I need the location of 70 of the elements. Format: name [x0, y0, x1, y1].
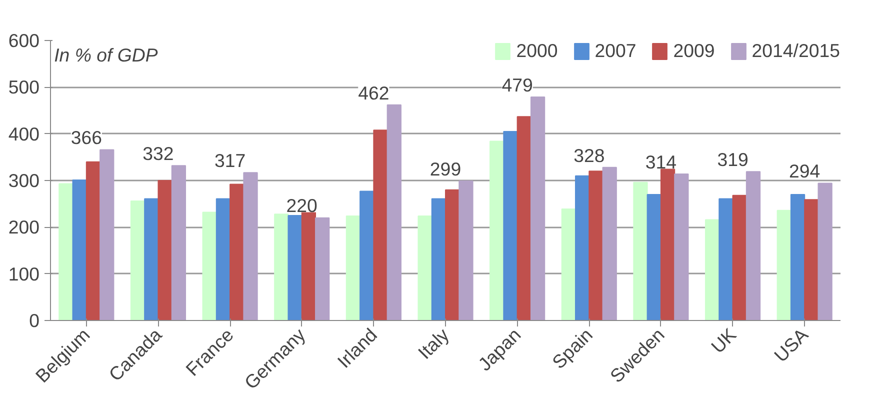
bar	[315, 217, 330, 320]
bar	[158, 180, 172, 320]
data-label: 366	[70, 127, 102, 148]
y-tick-label: 500	[8, 76, 40, 98]
bar	[633, 182, 648, 320]
legend-label: 2007	[594, 40, 636, 62]
bar	[144, 198, 159, 320]
y-tick-label: 100	[8, 263, 40, 284]
bar	[790, 194, 806, 320]
bar	[386, 104, 402, 320]
bar	[804, 199, 819, 320]
annotation: In % of GDP	[54, 44, 158, 66]
bar	[602, 166, 617, 320]
y-tick-label: 400	[8, 123, 40, 144]
data-label: 319	[717, 149, 748, 170]
data-label: 317	[214, 150, 246, 171]
bar	[574, 175, 590, 320]
bar	[373, 130, 388, 320]
bar	[732, 194, 747, 320]
bar	[301, 211, 316, 320]
bar	[776, 210, 792, 320]
y-tick-label: 200	[8, 216, 40, 238]
y-tick-label: 600	[8, 30, 40, 51]
data-label: 332	[142, 142, 174, 164]
bar	[660, 168, 676, 320]
bar	[503, 131, 518, 320]
bar	[100, 149, 114, 320]
y-tick-label: 0	[29, 310, 40, 331]
x-tick-label: USA	[770, 324, 812, 366]
data-label: 299	[430, 158, 462, 180]
bar	[445, 189, 460, 320]
x-tick-label: UK	[707, 324, 741, 358]
bar	[530, 96, 546, 320]
bar	[230, 184, 244, 320]
bar	[588, 170, 604, 320]
bar	[202, 212, 217, 320]
data-label: 220	[286, 195, 318, 216]
bar	[58, 183, 74, 320]
x-tick-label: Italy	[414, 324, 454, 364]
bar	[746, 171, 761, 320]
data-label: 328	[574, 144, 605, 166]
bar	[288, 215, 302, 320]
data-label: 314	[645, 151, 677, 172]
legend-label: 2014/2015	[752, 40, 840, 62]
bar	[171, 165, 186, 320]
data-label: 479	[502, 74, 533, 96]
bar	[360, 190, 374, 320]
bar	[704, 219, 720, 320]
data-label: 462	[358, 82, 390, 104]
bar	[561, 208, 576, 320]
bar	[516, 116, 532, 320]
bar	[243, 172, 258, 320]
bar	[431, 198, 446, 320]
bar	[274, 214, 289, 320]
legend-label: 2009	[673, 40, 715, 62]
bar	[674, 173, 689, 320]
bar	[458, 180, 474, 320]
legend-label: 2000	[516, 40, 558, 62]
bar	[130, 200, 146, 320]
bar	[346, 215, 361, 320]
y-tick-label: 300	[8, 170, 40, 191]
bar	[490, 140, 504, 320]
data-label: 294	[789, 160, 820, 182]
bar	[718, 198, 734, 320]
bar	[418, 215, 432, 320]
bar	[646, 194, 662, 320]
bar	[86, 161, 101, 320]
bar	[216, 198, 231, 320]
bar	[818, 182, 832, 320]
bar	[72, 180, 87, 320]
